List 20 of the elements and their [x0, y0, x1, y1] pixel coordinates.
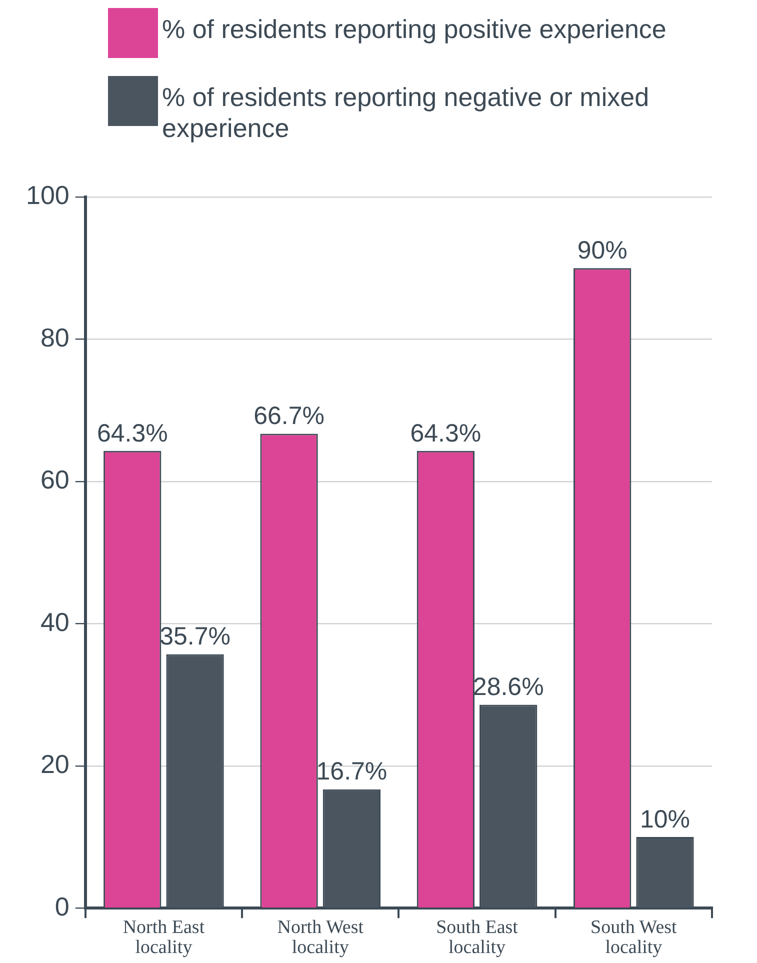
- data-label: 16.7%: [316, 758, 388, 786]
- data-label: 64.3%: [410, 419, 482, 448]
- legend-label: % of residents reporting negative or mixed experience: [162, 81, 650, 144]
- x-tick-label: South East locality: [436, 917, 519, 958]
- y-tick-label: 20: [40, 749, 70, 780]
- y-tick-label: 40: [40, 606, 70, 637]
- data-label: 35.7%: [160, 622, 230, 651]
- data-label: 10%: [640, 805, 690, 834]
- y-tick-label: 0: [54, 891, 70, 922]
- data-label: 66.7%: [254, 402, 324, 430]
- y-tick-label: 100: [26, 180, 70, 210]
- y-tick-label: 80: [40, 322, 70, 352]
- x-tick-label: North East locality: [122, 917, 206, 958]
- x-tick-label: South West locality: [590, 917, 678, 958]
- data-label: 90%: [577, 236, 628, 264]
- data-label: 28.6%: [472, 673, 544, 702]
- data-label: 64.3%: [96, 419, 168, 448]
- x-tick-label: North West locality: [277, 917, 364, 958]
- y-tick-label: 60: [40, 464, 70, 495]
- legend-label: % of residents reporting positive experience: [162, 13, 666, 45]
